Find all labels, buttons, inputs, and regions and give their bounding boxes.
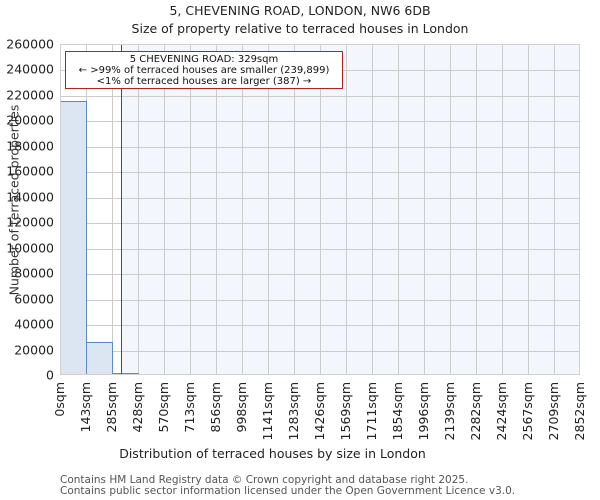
v-gridline [424, 45, 425, 374]
v-gridline [190, 45, 191, 374]
x-tick-label: 0sqm [52, 382, 67, 417]
x-tick-label: 1426sqm [312, 382, 327, 441]
x-axis-label: Distribution of terraced houses by size … [119, 446, 426, 461]
histogram-bar [112, 372, 139, 374]
x-tick-label: 856sqm [208, 382, 223, 433]
v-gridline [216, 45, 217, 374]
v-gridline [476, 45, 477, 374]
y-tick-label: 40000 [14, 316, 54, 332]
y-tick-label: 220000 [6, 87, 54, 103]
footer-line-2: Contains public sector information licen… [60, 485, 516, 497]
v-gridline [502, 45, 503, 374]
property-marker-line [120, 45, 122, 374]
x-tick-label: 1996sqm [416, 382, 431, 441]
v-gridline [554, 45, 555, 374]
x-tick-label: 1711sqm [364, 382, 379, 441]
x-tick-label: 2139sqm [442, 382, 457, 441]
v-gridline [346, 45, 347, 374]
x-tick-label: 2424sqm [494, 382, 509, 441]
v-gridline [164, 45, 165, 374]
x-tick-label: 2709sqm [546, 382, 561, 441]
marker-annotation: 5 CHEVENING ROAD: 329sqm ← >99% of terra… [65, 51, 343, 89]
v-gridline [294, 45, 295, 374]
x-tick-label: 285sqm [104, 382, 119, 433]
v-gridline [320, 45, 321, 374]
y-tick-label: 260000 [6, 36, 54, 52]
x-tick-label: 1854sqm [390, 382, 405, 441]
annotation-line-2: ← >99% of terraced houses are smaller (2… [78, 65, 330, 76]
x-tick-label: 2567sqm [520, 382, 535, 441]
y-tick-label: 160000 [6, 163, 54, 179]
y-axis-label: Number of terraced properties [6, 104, 22, 296]
v-gridline [528, 45, 529, 374]
x-tick-label: 1283sqm [286, 382, 301, 441]
y-tick-label: 140000 [6, 189, 54, 205]
x-tick-label: 1569sqm [338, 382, 353, 441]
x-tick-label: 2282sqm [468, 382, 483, 441]
v-gridline [450, 45, 451, 374]
x-tick-label: 713sqm [182, 382, 197, 433]
x-tick-label: 428sqm [130, 382, 145, 433]
y-tick-label: 120000 [6, 214, 54, 230]
annotation-line-3: <1% of terraced houses are larger (387) … [96, 76, 312, 87]
footer-line-1: Contains HM Land Registry data © Crown c… [60, 474, 469, 486]
chart-subtitle: Size of property relative to terraced ho… [131, 21, 469, 36]
v-gridline [268, 45, 269, 374]
v-gridline [242, 45, 243, 374]
v-gridline [398, 45, 399, 374]
y-tick-label: 0 [46, 367, 54, 383]
y-tick-label: 240000 [6, 61, 54, 77]
x-tick-label: 1141sqm [260, 382, 275, 441]
x-tick-label: 570sqm [156, 382, 171, 433]
histogram-bar [61, 100, 87, 374]
v-gridline [372, 45, 373, 374]
v-gridline [138, 45, 139, 374]
x-tick-label: 998sqm [234, 382, 249, 433]
y-tick-label: 20000 [14, 342, 54, 358]
y-tick-label: 180000 [6, 138, 54, 154]
annotation-line-1: 5 CHEVENING ROAD: 329sqm [129, 54, 279, 65]
y-tick-label: 80000 [14, 265, 54, 281]
x-tick-label: 2852sqm [572, 382, 587, 441]
chart-title: 5, CHEVENING ROAD, LONDON, NW6 6DB [169, 3, 431, 18]
x-tick-label: 143sqm [78, 382, 93, 433]
y-tick-label: 100000 [6, 240, 54, 256]
y-tick-label: 200000 [6, 112, 54, 128]
v-gridline [112, 45, 113, 374]
plot-area [60, 44, 580, 375]
y-tick-label: 60000 [14, 291, 54, 307]
histogram-bar [86, 342, 113, 374]
